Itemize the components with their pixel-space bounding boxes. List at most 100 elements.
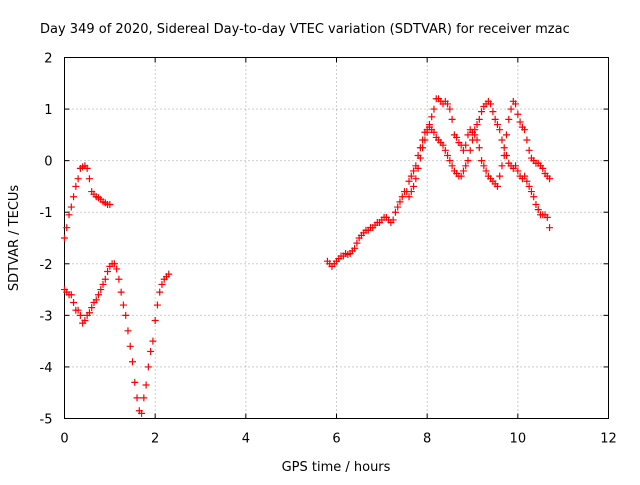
data-point (496, 126, 504, 134)
data-point (430, 105, 438, 113)
data-point (475, 115, 483, 123)
data-point (129, 358, 136, 366)
data-point (158, 280, 166, 288)
data-point (138, 409, 146, 417)
data-point (487, 100, 495, 108)
data-point (480, 162, 488, 170)
data-point (101, 275, 109, 283)
data-point (428, 113, 436, 121)
data-point (539, 164, 547, 172)
data-point (65, 211, 73, 219)
x-tick-label: 6 (332, 432, 340, 447)
x-axis-label: GPS time / hours (282, 460, 391, 475)
x-tick-label: 0 (60, 432, 68, 447)
data-point (124, 327, 132, 335)
data-points (61, 95, 554, 417)
data-point (421, 136, 429, 144)
data-point (67, 203, 75, 211)
data-point (99, 280, 107, 288)
data-point (72, 182, 80, 190)
data-point (412, 175, 420, 183)
x-tick-label: 8 (423, 432, 431, 447)
data-point (70, 298, 78, 306)
data-point (407, 188, 415, 196)
data-point (532, 200, 540, 208)
data-point (133, 394, 141, 402)
y-tick-label: 2 (44, 52, 52, 67)
data-point (147, 347, 155, 355)
data-point (521, 172, 529, 180)
data-point (448, 115, 456, 123)
data-point (473, 121, 481, 129)
data-point (126, 342, 134, 350)
data-point (462, 141, 470, 149)
x-tick-label: 12 (600, 432, 617, 447)
data-point (85, 309, 93, 317)
data-point (514, 167, 522, 175)
data-point (140, 394, 148, 402)
data-point (489, 108, 497, 116)
data-point (525, 182, 533, 190)
data-point (110, 260, 118, 268)
data-point (491, 115, 499, 123)
data-point (482, 167, 490, 175)
data-point (81, 317, 89, 325)
data-point (516, 118, 524, 126)
data-point (453, 133, 461, 141)
data-point (530, 193, 538, 201)
data-point (117, 288, 125, 296)
data-point (507, 105, 515, 113)
data-point (119, 301, 127, 309)
data-point (76, 311, 84, 319)
data-point (464, 157, 472, 165)
data-point (500, 144, 508, 152)
data-point (514, 110, 522, 118)
data-point (407, 172, 415, 180)
data-point (156, 288, 164, 296)
data-point (88, 304, 96, 312)
data-point (512, 100, 520, 108)
data-point (74, 306, 82, 314)
data-point (63, 224, 71, 232)
data-point (106, 200, 114, 208)
y-axis-label: SDTVAR / TECUs (7, 185, 22, 292)
y-tick-label: -2 (40, 258, 53, 273)
data-point (70, 193, 78, 201)
data-point (500, 151, 508, 159)
data-point (115, 275, 123, 283)
data-point (464, 131, 472, 139)
chart-title: Day 349 of 2020, Sidereal Day-to-day VTE… (40, 22, 570, 37)
y-tick-label: -1 (40, 206, 53, 221)
data-point (113, 265, 121, 273)
data-point (142, 381, 150, 389)
data-point (410, 167, 418, 175)
data-point (149, 337, 157, 345)
data-point (493, 182, 501, 190)
data-point (471, 131, 479, 139)
data-point (525, 146, 533, 154)
data-point (473, 136, 481, 144)
data-point (441, 146, 449, 154)
data-point (419, 144, 427, 152)
data-point (353, 239, 361, 247)
data-point (527, 188, 535, 196)
data-point (83, 164, 91, 172)
data-point (439, 141, 447, 149)
data-point (503, 131, 510, 139)
data-point (478, 157, 486, 165)
data-point (396, 198, 404, 206)
data-point (446, 157, 454, 165)
data-point (523, 136, 531, 144)
y-tick-label: -5 (40, 413, 53, 428)
data-point (459, 146, 467, 154)
data-point (104, 268, 112, 276)
data-point (97, 286, 105, 294)
data-point (446, 105, 454, 113)
data-point (444, 151, 452, 159)
series-2 (61, 260, 173, 417)
data-point (61, 234, 68, 242)
data-point (493, 121, 501, 129)
data-point (543, 213, 551, 221)
